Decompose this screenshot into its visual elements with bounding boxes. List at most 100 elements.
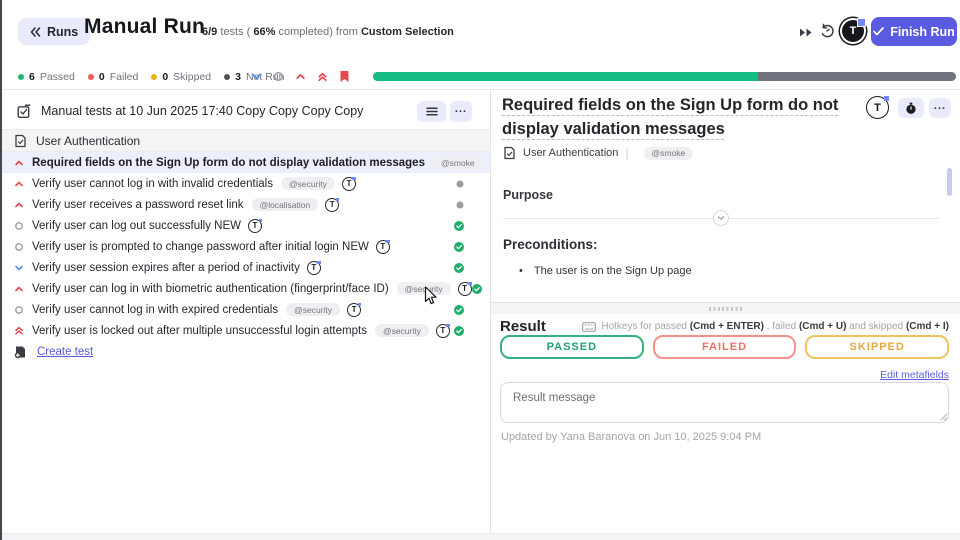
test-row[interactable]: Verify user is locked out after multiple…	[0, 320, 490, 341]
test-title: Verify user can log in with biometric au…	[32, 282, 389, 295]
priority-icon	[14, 179, 24, 189]
finish-run-label: Finish Run	[890, 24, 955, 39]
meta-text: completed) from	[275, 26, 361, 38]
test-tag[interactable]: @security	[286, 303, 341, 316]
stat-count: 3	[235, 71, 241, 83]
detail-more-button[interactable]: ...	[929, 98, 951, 118]
chevron-down-icon	[718, 216, 724, 220]
status-dot-icon	[87, 74, 94, 80]
suite-group-row[interactable]: User Authentication	[0, 129, 490, 152]
detail-assignee-avatar[interactable]: T	[866, 96, 889, 119]
run-progress-bar	[373, 72, 956, 81]
assignee-avatar[interactable]: T	[325, 197, 340, 212]
priority-icon	[14, 221, 24, 231]
horizontal-scrollbar-track[interactable]	[0, 533, 960, 540]
test-title: Verify user can log out successfully NEW	[32, 219, 241, 232]
status-icon	[454, 220, 464, 231]
detail-suite-name[interactable]: User Authentication	[523, 147, 619, 159]
test-tag[interactable]: @security	[374, 324, 429, 337]
assignee-avatar[interactable]: T	[435, 323, 450, 338]
stat-count: 0	[162, 71, 169, 83]
list-more-button[interactable]: ...	[450, 100, 472, 122]
priority-low-icon[interactable]	[251, 71, 262, 82]
edit-metafields-link[interactable]: Edit metafields	[880, 369, 949, 381]
assignee-avatar[interactable]: T	[248, 218, 262, 233]
suite-group-label: User Authentication	[36, 133, 141, 148]
stat-label: Skipped	[173, 71, 212, 83]
priority-filter-icons	[251, 70, 350, 83]
test-tag[interactable]: @security	[281, 177, 335, 190]
run-meta: 6/9 tests ( 66% completed) from Custom S…	[202, 26, 454, 38]
test-tag[interactable]: @localisation	[251, 198, 319, 211]
preconditions-heading: Preconditions:	[503, 237, 598, 252]
priority-icon	[14, 158, 24, 168]
priority-high-icon[interactable]	[295, 71, 306, 82]
suite-document-icon	[503, 146, 516, 160]
priority-icon	[14, 263, 24, 273]
test-row[interactable]: Verify user can log out successfully NEW…	[0, 215, 490, 236]
divider	[0, 89, 960, 90]
stat-label: Failed	[109, 71, 139, 83]
resize-handle[interactable]	[491, 303, 960, 314]
back-to-runs-button[interactable]: Runs	[18, 18, 91, 45]
detail-test-title[interactable]: Required fields on the Sign Up form do n…	[502, 96, 839, 138]
panel-divider[interactable]	[490, 90, 491, 540]
priority-icon	[14, 325, 24, 336]
test-row[interactable]: Verify user can log in with biometric au…	[0, 278, 490, 299]
assignee-avatar[interactable]: T	[341, 176, 356, 191]
detail-scrollbar-thumb[interactable]	[947, 168, 952, 196]
bookmark-flag-icon[interactable]	[339, 70, 350, 83]
result-message-input[interactable]	[500, 382, 949, 423]
list-view-button[interactable]	[417, 100, 446, 122]
run-checklist-icon	[16, 104, 31, 119]
test-title: Verify user receives a password reset li…	[32, 198, 244, 211]
detail-meta-row: User Authentication | @smoke	[503, 146, 694, 160]
priority-normal-icon[interactable]	[273, 71, 284, 82]
separator: |	[625, 146, 629, 160]
assignee-avatar[interactable]: T	[306, 260, 321, 275]
back-label: Runs	[47, 24, 79, 39]
stat-item[interactable]: 0 Failed	[87, 71, 139, 83]
test-tag[interactable]: @smoke	[432, 156, 483, 169]
finish-run-button[interactable]: Finish Run	[871, 17, 957, 46]
status-icon	[471, 283, 482, 294]
stat-item[interactable]: 0 Skipped	[151, 71, 211, 83]
test-row[interactable]: Verify user is prompted to change passwo…	[0, 236, 490, 257]
priority-icon	[14, 242, 24, 252]
failed-button[interactable]: FAILED	[652, 335, 797, 359]
test-row[interactable]: Verify user cannot log in with invalid c…	[0, 173, 490, 194]
run-source: Custom Selection	[360, 26, 454, 38]
stat-count: 6	[29, 71, 35, 83]
assignee-avatar[interactable]: T	[347, 302, 362, 317]
status-summary: 6 Passed 0 Failed 0 Skipped 3 Not Run	[18, 69, 285, 85]
retry-timer-icon[interactable]	[818, 22, 836, 40]
updated-by-text: Updated by Yana Baranova on Jun 10, 2025…	[501, 431, 762, 443]
stopwatch-button[interactable]	[898, 98, 924, 118]
stat-label: Passed	[39, 71, 75, 83]
priority-highest-icon[interactable]	[317, 71, 328, 82]
test-row[interactable]: Verify user session expires after a peri…	[0, 257, 490, 278]
create-test-link[interactable]: Create test	[37, 346, 94, 358]
skipped-button[interactable]: SKIPPED	[805, 335, 950, 359]
assignee-avatar[interactable]: T	[457, 281, 472, 296]
test-row[interactable]: Verify user receives a password reset li…	[0, 194, 490, 215]
passed-button[interactable]: PASSED	[500, 335, 644, 359]
test-row[interactable]: Required fields on the Sign Up form do n…	[0, 152, 512, 173]
result-panel: Result Hotkeys for passed (Cmd + ENTER) …	[491, 302, 960, 533]
status-dot-icon	[151, 74, 158, 80]
user-avatar[interactable]: T	[842, 18, 866, 42]
assignee-avatar[interactable]: T	[375, 239, 390, 254]
priority-icon	[14, 305, 24, 315]
test-title: Verify user is prompted to change passwo…	[32, 240, 369, 253]
fast-forward-icon[interactable]	[798, 25, 814, 39]
test-tag[interactable]: @security	[396, 282, 451, 295]
suite-document-icon	[14, 134, 27, 148]
test-list-panel: Manual tests at 10 Jun 2025 17:40 Copy C…	[0, 90, 512, 533]
detail-tag[interactable]: @smoke	[643, 146, 694, 160]
stat-item[interactable]: 6 Passed	[18, 71, 75, 83]
test-title: Verify user cannot log in with expired c…	[32, 303, 279, 316]
test-row[interactable]: Verify user cannot log in with expired c…	[0, 299, 490, 320]
collapse-toggle[interactable]	[713, 210, 729, 226]
status-icon	[456, 201, 464, 209]
